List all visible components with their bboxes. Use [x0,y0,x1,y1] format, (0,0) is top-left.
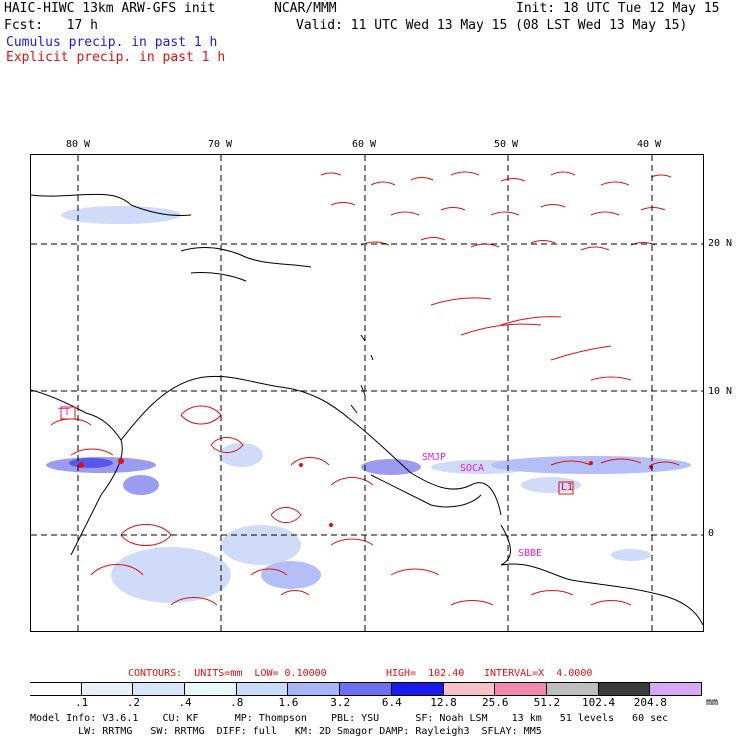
legend-tick-label: 1.6 [278,696,299,709]
low-label: L1 [561,482,574,493]
legend-tick-label: .4 [178,696,192,709]
station-label: SBBE [518,548,543,559]
legend-swatch [391,682,444,696]
legend-swatch [546,682,599,696]
lat-label: 10 N [708,386,733,397]
low-marker [60,406,574,495]
lon-label: 80 W [66,139,91,150]
lon-label: 70 W [208,139,233,150]
station-label: SMJP [422,452,447,463]
cumulus-shading [46,206,691,603]
legend-swatch [443,682,496,696]
lat-lon-grid [31,155,703,631]
lon-label: 60 W [352,139,377,150]
model-title: HAIC-HIWC 13km ARW-GFS init [4,1,216,16]
legend-tick-label: .1 [75,696,89,709]
model-info-line2: LW: RRTMG SW: RRTMG DIFF: full KM: 2D Sm… [30,726,542,737]
legend-swatch [30,682,82,696]
lat-label: 0 [708,528,715,539]
legend-swatch [495,682,547,696]
legend-swatch [340,682,392,696]
forecast-hour: Fcst: 17 h [4,18,98,33]
legend-tick-label: 12.8 [430,696,457,709]
contour-info: CONTOURS: UNITS=mm LOW= 0.10000 [128,668,327,679]
legend-swatch [185,682,237,696]
model-info-line1: Model Info: V3.6.1 CU: KF MP: Thompson P… [30,713,669,724]
lon-label: 40 W [637,139,662,150]
legend-swatch [288,682,341,696]
legend-tick-label: 3.2 [330,696,351,709]
lat-label: 20 N [708,238,733,249]
legend-tick-label: .2 [126,696,140,709]
station-label: TT [58,407,71,418]
station-label: SOCA [460,463,485,474]
explicit-legend-title: Explicit precip. in past 1 h [6,50,226,65]
legend-tick-label: 6.4 [381,696,402,709]
legend-tick-label: .8 [230,696,244,709]
legend-tick-label: 102.4 [582,696,616,709]
legend-swatch [133,682,186,696]
legend-units: mm [706,697,719,708]
legend-swatch [650,682,702,696]
org-label: NCAR/MMM [274,1,337,16]
lon-label: 50 W [494,139,519,150]
init-time: Init: 18 UTC Tue 12 May 15 [516,1,720,16]
legend-tick-label: 204.8 [633,696,667,709]
contour-interval: INTERVAL=X 4.0000 [484,668,593,679]
precip-map [30,154,704,632]
contour-high: HIGH= 102.40 [386,668,465,679]
map-canvas [31,155,703,631]
legend-tick-label: 25.6 [481,696,509,709]
valid-time: Valid: 11 UTC Wed 13 May 15 (08 LST Wed … [296,18,688,33]
legend-swatch [598,682,651,696]
legend-swatch [236,682,289,696]
coastlines [31,193,703,626]
cumulus-legend-title: Cumulus precip. in past 1 h [6,35,218,50]
legend-swatch [81,682,134,696]
legend-tick-label: 51.2 [533,696,561,709]
